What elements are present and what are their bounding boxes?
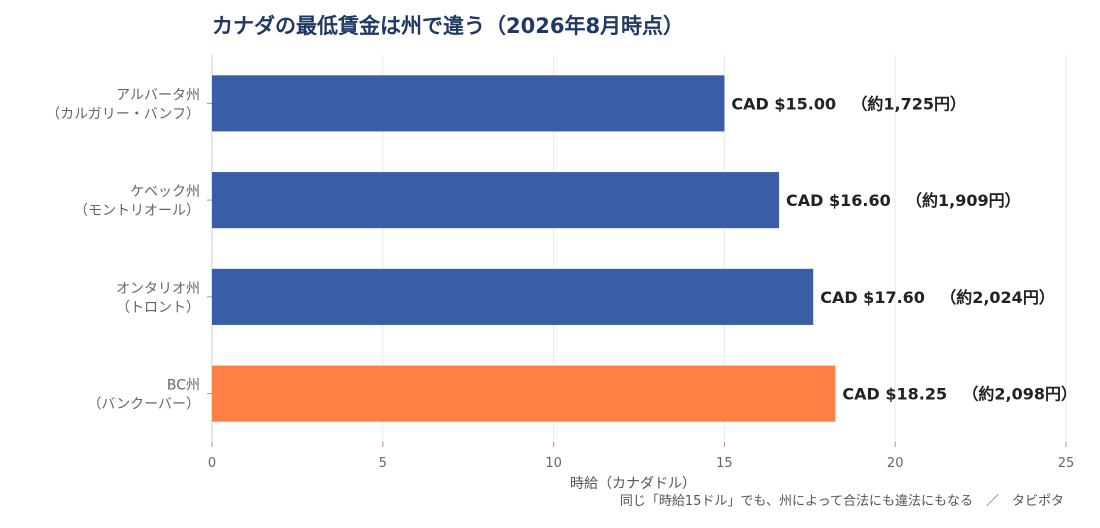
x-axis-label: 時給（カナダドル） <box>570 476 696 492</box>
value-label: CAD $18.25 <box>842 385 947 404</box>
data-labels: CAD $15.00 （約1,725円） CAD $16.60 （約1,909円） CA… <box>731 94 1077 403</box>
footnote: 同じ「時給15ドル」でも、州によって合法にも違法にもなる ／ タビポタ <box>620 494 1064 509</box>
x-tick-label: 15 <box>716 456 733 471</box>
x-tick-label: 5 <box>379 456 387 471</box>
bar <box>212 268 814 325</box>
yen-label: （約2,098円） <box>962 385 1077 404</box>
x-tick-label: 0 <box>208 456 216 471</box>
x-tick-label: 20 <box>887 456 904 471</box>
value-label: CAD $16.60 <box>786 191 891 210</box>
bar <box>212 365 836 422</box>
chart-title: カナダの最低賃金は州で違う（2026年8月時点） <box>212 14 684 38</box>
bar <box>212 172 780 229</box>
x-ticks: 0 5 10 15 20 25 <box>208 442 1074 471</box>
x-tick-label: 10 <box>545 456 562 471</box>
value-label: CAD $17.60 <box>820 288 925 307</box>
category-label: ケベック州（モントリオール） <box>74 184 200 219</box>
category-label: BC州（バンクーバー） <box>87 378 200 413</box>
yen-label: （約1,725円） <box>851 94 966 113</box>
yen-label: （約1,909円） <box>906 191 1021 210</box>
category-label: オンタリオ州（トロント） <box>116 281 200 316</box>
x-tick-label: 25 <box>1058 456 1075 471</box>
category-labels: アルバータ州（カルガリー・バンフ） ケベック州（モントリオール） オンタリオ州（トロ… <box>46 87 212 413</box>
yen-label: （約2,024円） <box>940 288 1055 307</box>
bars <box>212 75 836 422</box>
value-label: CAD $15.00 <box>731 94 836 113</box>
category-label: アルバータ州（カルガリー・バンフ） <box>46 87 200 122</box>
bar <box>212 75 725 132</box>
